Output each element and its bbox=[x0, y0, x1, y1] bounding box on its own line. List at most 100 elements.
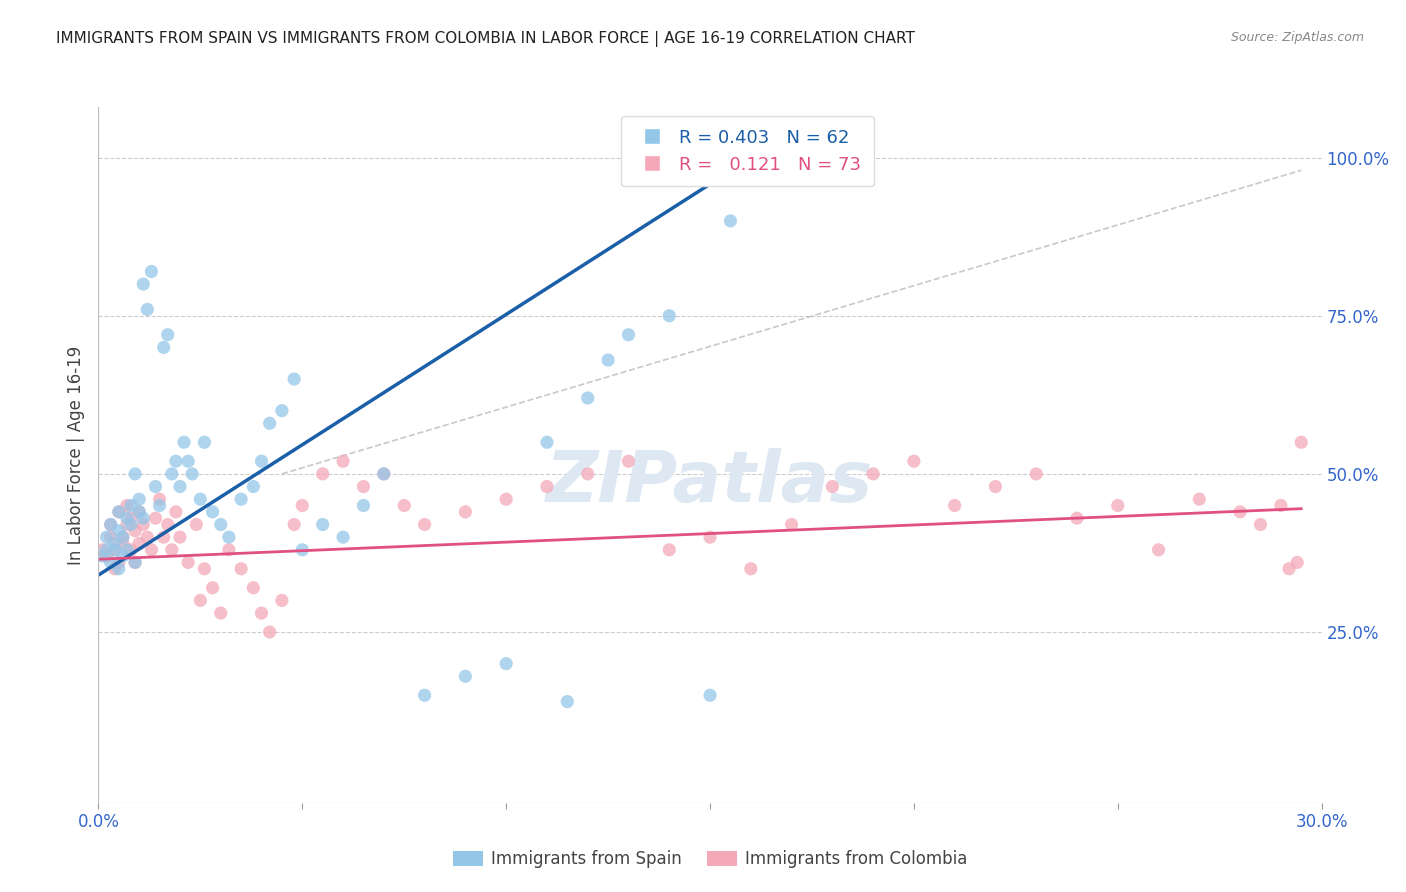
Point bbox=[100, 530, 122, 544]
Point bbox=[332, 454, 354, 468]
Point bbox=[160, 467, 183, 481]
Point bbox=[188, 593, 212, 607]
Point bbox=[108, 556, 131, 570]
Point bbox=[108, 524, 131, 538]
Point bbox=[413, 517, 436, 532]
Point bbox=[1249, 517, 1271, 532]
Point bbox=[160, 542, 183, 557]
Point bbox=[576, 467, 599, 481]
Point bbox=[259, 417, 281, 431]
Point bbox=[903, 454, 925, 468]
Point bbox=[270, 593, 294, 607]
Point bbox=[136, 530, 159, 544]
Point bbox=[149, 499, 172, 513]
Point bbox=[152, 530, 174, 544]
Point bbox=[165, 454, 187, 468]
Point bbox=[115, 517, 138, 532]
Point bbox=[1278, 562, 1301, 576]
Point bbox=[658, 542, 681, 557]
Point bbox=[617, 454, 640, 468]
Point bbox=[104, 562, 127, 576]
Point bbox=[100, 517, 122, 532]
Point bbox=[96, 549, 118, 563]
Point bbox=[111, 536, 134, 550]
Point bbox=[108, 505, 131, 519]
Point bbox=[177, 556, 200, 570]
Point bbox=[115, 511, 138, 525]
Point bbox=[218, 542, 240, 557]
Point bbox=[242, 479, 264, 493]
Point bbox=[181, 467, 204, 481]
Point bbox=[120, 499, 142, 513]
Point bbox=[165, 505, 187, 519]
Point bbox=[821, 479, 844, 493]
Point bbox=[413, 688, 436, 702]
Point bbox=[141, 542, 163, 557]
Point bbox=[201, 581, 224, 595]
Point bbox=[576, 391, 599, 405]
Point bbox=[373, 467, 395, 481]
Point bbox=[108, 505, 131, 519]
Point bbox=[141, 264, 163, 278]
Point bbox=[740, 151, 762, 165]
Point bbox=[495, 492, 517, 507]
Point bbox=[536, 479, 558, 493]
Point bbox=[124, 467, 146, 481]
Point bbox=[283, 517, 305, 532]
Point bbox=[124, 556, 146, 570]
Point bbox=[270, 403, 294, 417]
Point bbox=[193, 435, 215, 450]
Point bbox=[557, 695, 579, 709]
Point bbox=[242, 581, 264, 595]
Point bbox=[169, 479, 191, 493]
Point bbox=[231, 562, 253, 576]
Point bbox=[169, 530, 191, 544]
Point bbox=[352, 499, 374, 513]
Point bbox=[373, 467, 395, 481]
Point bbox=[291, 542, 314, 557]
Text: ZIPatlas: ZIPatlas bbox=[547, 449, 873, 517]
Point bbox=[740, 562, 762, 576]
Point bbox=[1270, 499, 1292, 513]
Point bbox=[209, 517, 232, 532]
Point bbox=[120, 517, 142, 532]
Point bbox=[124, 556, 146, 570]
Point bbox=[454, 505, 477, 519]
Point bbox=[120, 542, 142, 557]
Point bbox=[186, 517, 208, 532]
Point bbox=[177, 454, 200, 468]
Point bbox=[91, 549, 114, 563]
Legend: Immigrants from Spain, Immigrants from Colombia: Immigrants from Spain, Immigrants from C… bbox=[446, 843, 974, 874]
Point bbox=[104, 542, 127, 557]
Point bbox=[104, 536, 127, 550]
Point bbox=[96, 542, 118, 557]
Point bbox=[984, 479, 1007, 493]
Point bbox=[1025, 467, 1047, 481]
Point bbox=[1066, 511, 1088, 525]
Point bbox=[209, 606, 232, 620]
Point bbox=[115, 542, 138, 557]
Point bbox=[312, 517, 335, 532]
Point bbox=[96, 530, 118, 544]
Y-axis label: In Labor Force | Age 16-19: In Labor Force | Age 16-19 bbox=[66, 345, 84, 565]
Point bbox=[862, 467, 884, 481]
Point bbox=[111, 549, 134, 563]
Text: IMMIGRANTS FROM SPAIN VS IMMIGRANTS FROM COLOMBIA IN LABOR FORCE | AGE 16-19 COR: IMMIGRANTS FROM SPAIN VS IMMIGRANTS FROM… bbox=[56, 31, 915, 47]
Point bbox=[145, 479, 167, 493]
Point bbox=[100, 556, 122, 570]
Point bbox=[231, 492, 253, 507]
Point bbox=[780, 517, 803, 532]
Point bbox=[128, 492, 150, 507]
Point bbox=[250, 454, 273, 468]
Point bbox=[145, 511, 167, 525]
Point bbox=[156, 517, 179, 532]
Point bbox=[193, 562, 215, 576]
Point bbox=[699, 530, 721, 544]
Point bbox=[1286, 556, 1309, 570]
Point bbox=[156, 327, 179, 342]
Point bbox=[132, 517, 155, 532]
Point bbox=[111, 530, 134, 544]
Point bbox=[1291, 435, 1313, 450]
Point bbox=[454, 669, 477, 683]
Point bbox=[111, 530, 134, 544]
